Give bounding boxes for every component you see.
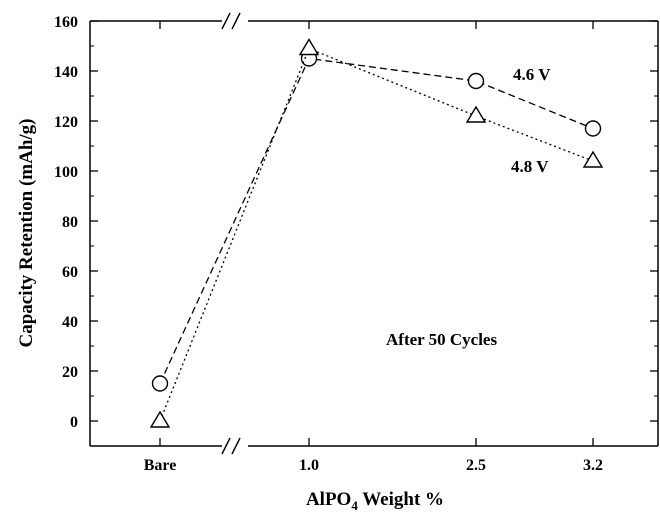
- data-point-circle: [467, 72, 485, 90]
- y-tick-label: 80: [62, 214, 78, 231]
- x-axis-label-main: AlPO: [306, 489, 351, 510]
- x-axis-label-rest: Weight %: [358, 489, 444, 510]
- x-tick-label: Bare: [144, 457, 177, 474]
- x-axis-label: AlPO4 Weight %: [306, 489, 444, 513]
- y-axis-label: Capacity Retention (mAh/g): [16, 118, 37, 347]
- series-label-4-8v: 4.8 V: [511, 157, 549, 176]
- axis-break-top: [221, 12, 241, 30]
- label-layer: Capacity Retention (mAh/g) AlPO4 Weight …: [16, 65, 551, 513]
- y-tick-label: 20: [62, 364, 78, 381]
- series-line-0: [159, 57, 594, 384]
- series-line-1: [159, 47, 594, 422]
- x-tick-label: 1.0: [299, 457, 319, 474]
- data-point-triangle: [149, 410, 171, 428]
- series-layer: [149, 38, 604, 428]
- x-tick-label: 2.5: [466, 457, 486, 474]
- y-tick-label: 60: [62, 264, 78, 281]
- y-tick-label: 0: [70, 414, 78, 431]
- y-tick-label: 40: [62, 314, 78, 331]
- annotation-text: After 50 Cycles: [386, 330, 497, 349]
- data-point-circle: [151, 375, 169, 392]
- y-tick-label: 140: [54, 64, 78, 81]
- plot-frame: [89, 12, 659, 455]
- data-point-triangle: [582, 150, 604, 168]
- y-tick-label: 160: [54, 14, 78, 31]
- x-axis-label-subscript: 4: [351, 498, 358, 513]
- axis-break-bottom: [221, 437, 241, 455]
- x-tick-label: 3.2: [583, 457, 603, 474]
- data-point-triangle: [298, 38, 320, 56]
- data-point-circle: [584, 120, 602, 137]
- tick-layer: 0 20 40 60 80 100 120 140 160 Bare 1.0 2.5 3.2: [54, 14, 658, 474]
- data-point-triangle: [465, 105, 487, 123]
- series-label-4-6v: 4.6 V: [513, 65, 551, 84]
- y-tick-label: 100: [54, 164, 78, 181]
- y-tick-label: 120: [54, 114, 78, 131]
